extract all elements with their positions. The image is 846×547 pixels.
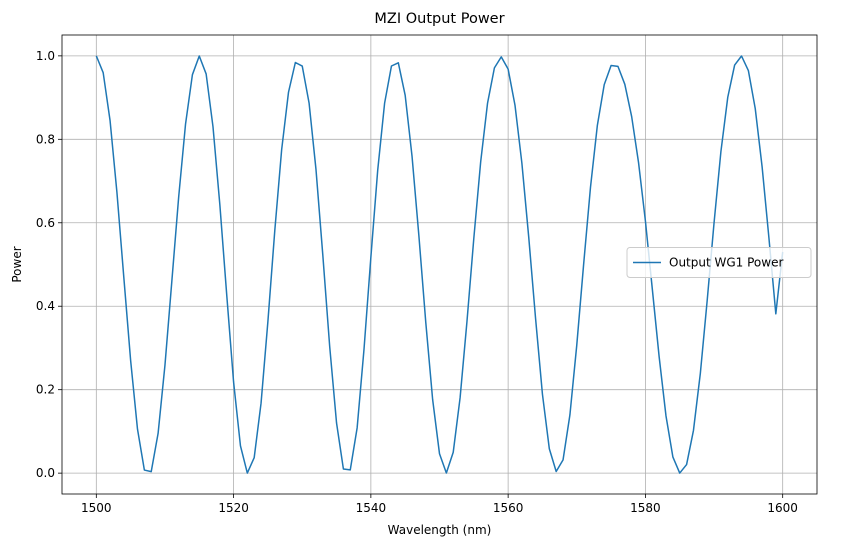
y-tick-label: 0.2 [36,383,55,397]
x-tick-label: 1580 [630,501,661,515]
series-line [95,55,784,474]
x-tick-label: 1500 [81,501,112,515]
y-tick-label: 0.4 [36,299,55,313]
x-tick-label: 1560 [493,501,524,515]
plot-frame [61,34,818,495]
y-tick-label: 0.6 [36,216,55,230]
chart-title: MZI Output Power [374,11,504,27]
y-tick-label: 0.8 [36,132,55,146]
y-axis-label: Power [10,246,24,282]
series-layer [95,55,784,474]
x-tick-label: 1600 [767,501,798,515]
y-tick-label: 0.0 [36,466,55,480]
x-tick-label: 1520 [218,501,249,515]
legend-box [626,247,812,278]
axes: 1500 1520 1540 1560 1580 1600 0.0 0.2 0.4 0.6 0.8 1… [36,34,818,515]
x-tick-label: 1540 [356,501,387,515]
x-axis-label: Wavelength (nm) [388,523,492,537]
legend-label: Output WG1 Power [669,256,783,270]
legend: Output WG1 Power [626,247,812,278]
y-tick-label: 1.0 [36,49,55,63]
